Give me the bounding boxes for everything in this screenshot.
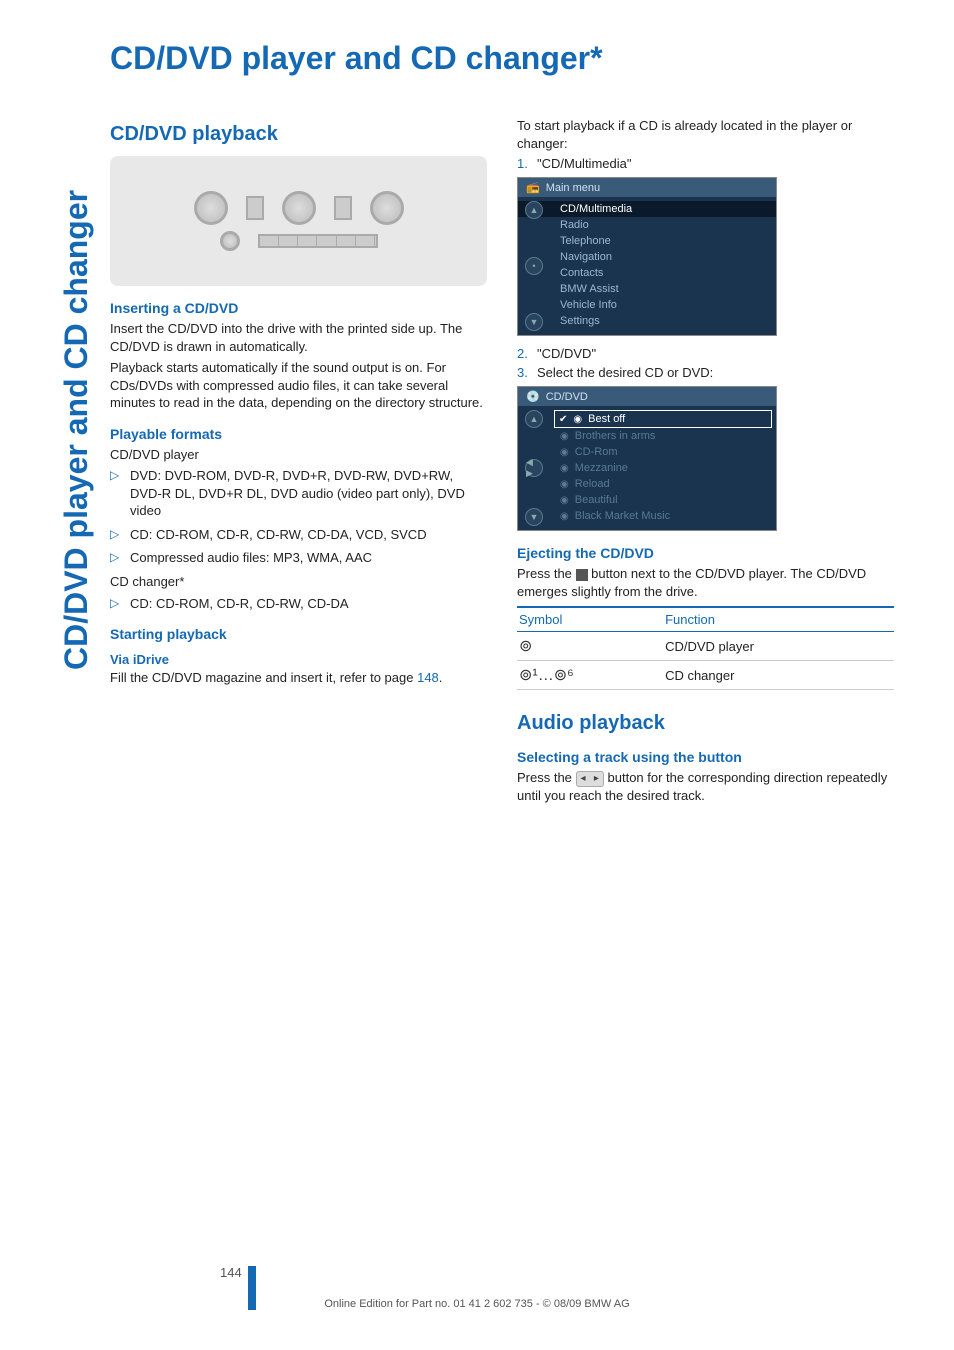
- menu-item: Contacts: [518, 265, 776, 281]
- list-item: 3.Select the desired CD or DVD:: [517, 365, 894, 380]
- heading-audio-playback: Audio playback: [517, 712, 894, 735]
- menu-item: ◉Reload: [518, 476, 776, 492]
- page-title: CD/DVD player and CD changer*: [110, 40, 894, 77]
- step-text: "CD/Multimedia": [537, 156, 631, 171]
- page-link[interactable]: 148: [417, 670, 439, 685]
- heading-inserting: Inserting a CD/DVD: [110, 300, 487, 316]
- button-icon: [246, 196, 264, 220]
- screen-title: CD/DVD: [546, 391, 588, 403]
- table-header: Function: [663, 607, 894, 632]
- disc-range-symbol-icon: ⊚¹…⊚⁶: [519, 667, 574, 684]
- step-number: 1.: [517, 156, 537, 171]
- screen-header: 💿CD/DVD: [518, 387, 776, 406]
- body-text: CD changer*: [110, 573, 487, 591]
- body-text: Insert the CD/DVD into the drive with th…: [110, 320, 487, 355]
- list-item: Compressed audio files: MP3, WMA, AAC: [110, 549, 487, 567]
- menu-item: ◉Brothers in arms: [518, 428, 776, 444]
- knob-icon: [194, 191, 228, 225]
- menu-item: Radio: [518, 217, 776, 233]
- idrive-screenshot-main-menu: 📻Main menu ▲•▼ CD/Multimedia Radio Telep…: [517, 177, 777, 336]
- idrive-screenshot-cddvd: 💿CD/DVD ▲◀ ▶▼ ✔◉Best off ◉Brothers in ar…: [517, 386, 777, 531]
- menu-item: BMW Assist: [518, 281, 776, 297]
- menu-item: ◉Black Market Music: [518, 508, 776, 524]
- menu-item: ◉CD-Rom: [518, 444, 776, 460]
- list-item: DVD: DVD-ROM, DVD-R, DVD+R, DVD-RW, DVD+…: [110, 467, 487, 520]
- table-row: ⊚¹…⊚⁶ CD changer: [517, 661, 894, 690]
- menu-item: Vehicle Info: [518, 297, 776, 313]
- subheading-via-idrive: Via iDrive: [110, 652, 487, 667]
- button-icon: [334, 196, 352, 220]
- knob-icon: [370, 191, 404, 225]
- disc-symbol-icon: ⊚: [519, 638, 532, 655]
- table-cell: CD changer: [663, 661, 894, 690]
- step-number: 3.: [517, 365, 537, 380]
- step-list: 1."CD/Multimedia": [517, 156, 894, 171]
- text-fragment: Fill the CD/DVD magazine and insert it, …: [110, 670, 417, 685]
- body-text: Press the button next to the CD/DVD play…: [517, 565, 894, 600]
- page-number: 144: [220, 1265, 242, 1280]
- heading-ejecting: Ejecting the CD/DVD: [517, 545, 894, 561]
- body-text: CD/DVD player: [110, 446, 487, 464]
- eject-button-icon: [576, 569, 588, 581]
- list-item: CD: CD-ROM, CD-R, CD-RW, CD-DA: [110, 595, 487, 613]
- footer-text: Online Edition for Part no. 01 41 2 602 …: [0, 1298, 954, 1310]
- body-text: Fill the CD/DVD magazine and insert it, …: [110, 669, 487, 687]
- table-header: Symbol: [517, 607, 663, 632]
- menu-item: Telephone: [518, 233, 776, 249]
- nav-button-icon: ◂ ▸: [576, 771, 604, 787]
- step-text: Select the desired CD or DVD:: [537, 365, 713, 380]
- list-item: 2."CD/DVD": [517, 346, 894, 361]
- sidebar-title: CD/DVD player and CD changer: [58, 190, 95, 670]
- list-item: 1."CD/Multimedia": [517, 156, 894, 171]
- screen-header: 📻Main menu: [518, 178, 776, 197]
- text-fragment: .: [439, 670, 443, 685]
- subheading-selecting-track: Selecting a track using the button: [517, 749, 894, 765]
- menu-item: Settings: [518, 313, 776, 329]
- text-fragment: Press the: [517, 566, 576, 581]
- symbol-function-table: Symbol Function ⊚ CD/DVD player ⊚¹…⊚⁶ CD…: [517, 606, 894, 690]
- menu-item: ◉Mezzanine: [518, 460, 776, 476]
- body-text: Playback starts automatically if the sou…: [110, 359, 487, 412]
- content-columns: CD/DVD playback Inserting a CD/DVD Inser…: [110, 117, 894, 808]
- table-cell: CD/DVD player: [663, 632, 894, 661]
- menu-item: CD/Multimedia: [518, 201, 776, 217]
- heading-cd-dvd-playback: CD/DVD playback: [110, 123, 487, 146]
- heading-starting: Starting playback: [110, 626, 487, 642]
- list-item: CD: CD-ROM, CD-R, CD-RW, CD-DA, VCD, SVC…: [110, 526, 487, 544]
- screen-title: Main menu: [546, 182, 600, 194]
- screen-body: ▲•▼ CD/Multimedia Radio Telephone Naviga…: [518, 197, 776, 335]
- step-list: 2."CD/DVD" 3.Select the desired CD or DV…: [517, 346, 894, 380]
- format-list-changer: CD: CD-ROM, CD-R, CD-RW, CD-DA: [110, 595, 487, 613]
- step-number: 2.: [517, 346, 537, 361]
- text-fragment: Press the: [517, 770, 576, 785]
- radio-unit-illustration: [110, 156, 487, 286]
- knob-icon: [282, 191, 316, 225]
- step-text: "CD/DVD": [537, 346, 596, 361]
- button-bar-icon: [258, 234, 378, 248]
- body-text: Press the ◂ ▸ button for the correspondi…: [517, 769, 894, 804]
- menu-item: Navigation: [518, 249, 776, 265]
- menu-item: ◉Beautiful: [518, 492, 776, 508]
- page: CD/DVD player and CD changer CD/DVD play…: [0, 0, 954, 1350]
- body-text: To start playback if a CD is already loc…: [517, 117, 894, 152]
- left-column: CD/DVD playback Inserting a CD/DVD Inser…: [110, 117, 487, 808]
- format-list: DVD: DVD-ROM, DVD-R, DVD+R, DVD-RW, DVD+…: [110, 467, 487, 567]
- screen-body: ▲◀ ▶▼ ✔◉Best off ◉Brothers in arms ◉CD-R…: [518, 406, 776, 530]
- menu-item: ✔◉Best off: [554, 410, 772, 428]
- right-column: To start playback if a CD is already loc…: [517, 117, 894, 808]
- table-row: ⊚ CD/DVD player: [517, 632, 894, 661]
- knob-small-icon: [220, 231, 240, 251]
- heading-formats: Playable formats: [110, 426, 487, 442]
